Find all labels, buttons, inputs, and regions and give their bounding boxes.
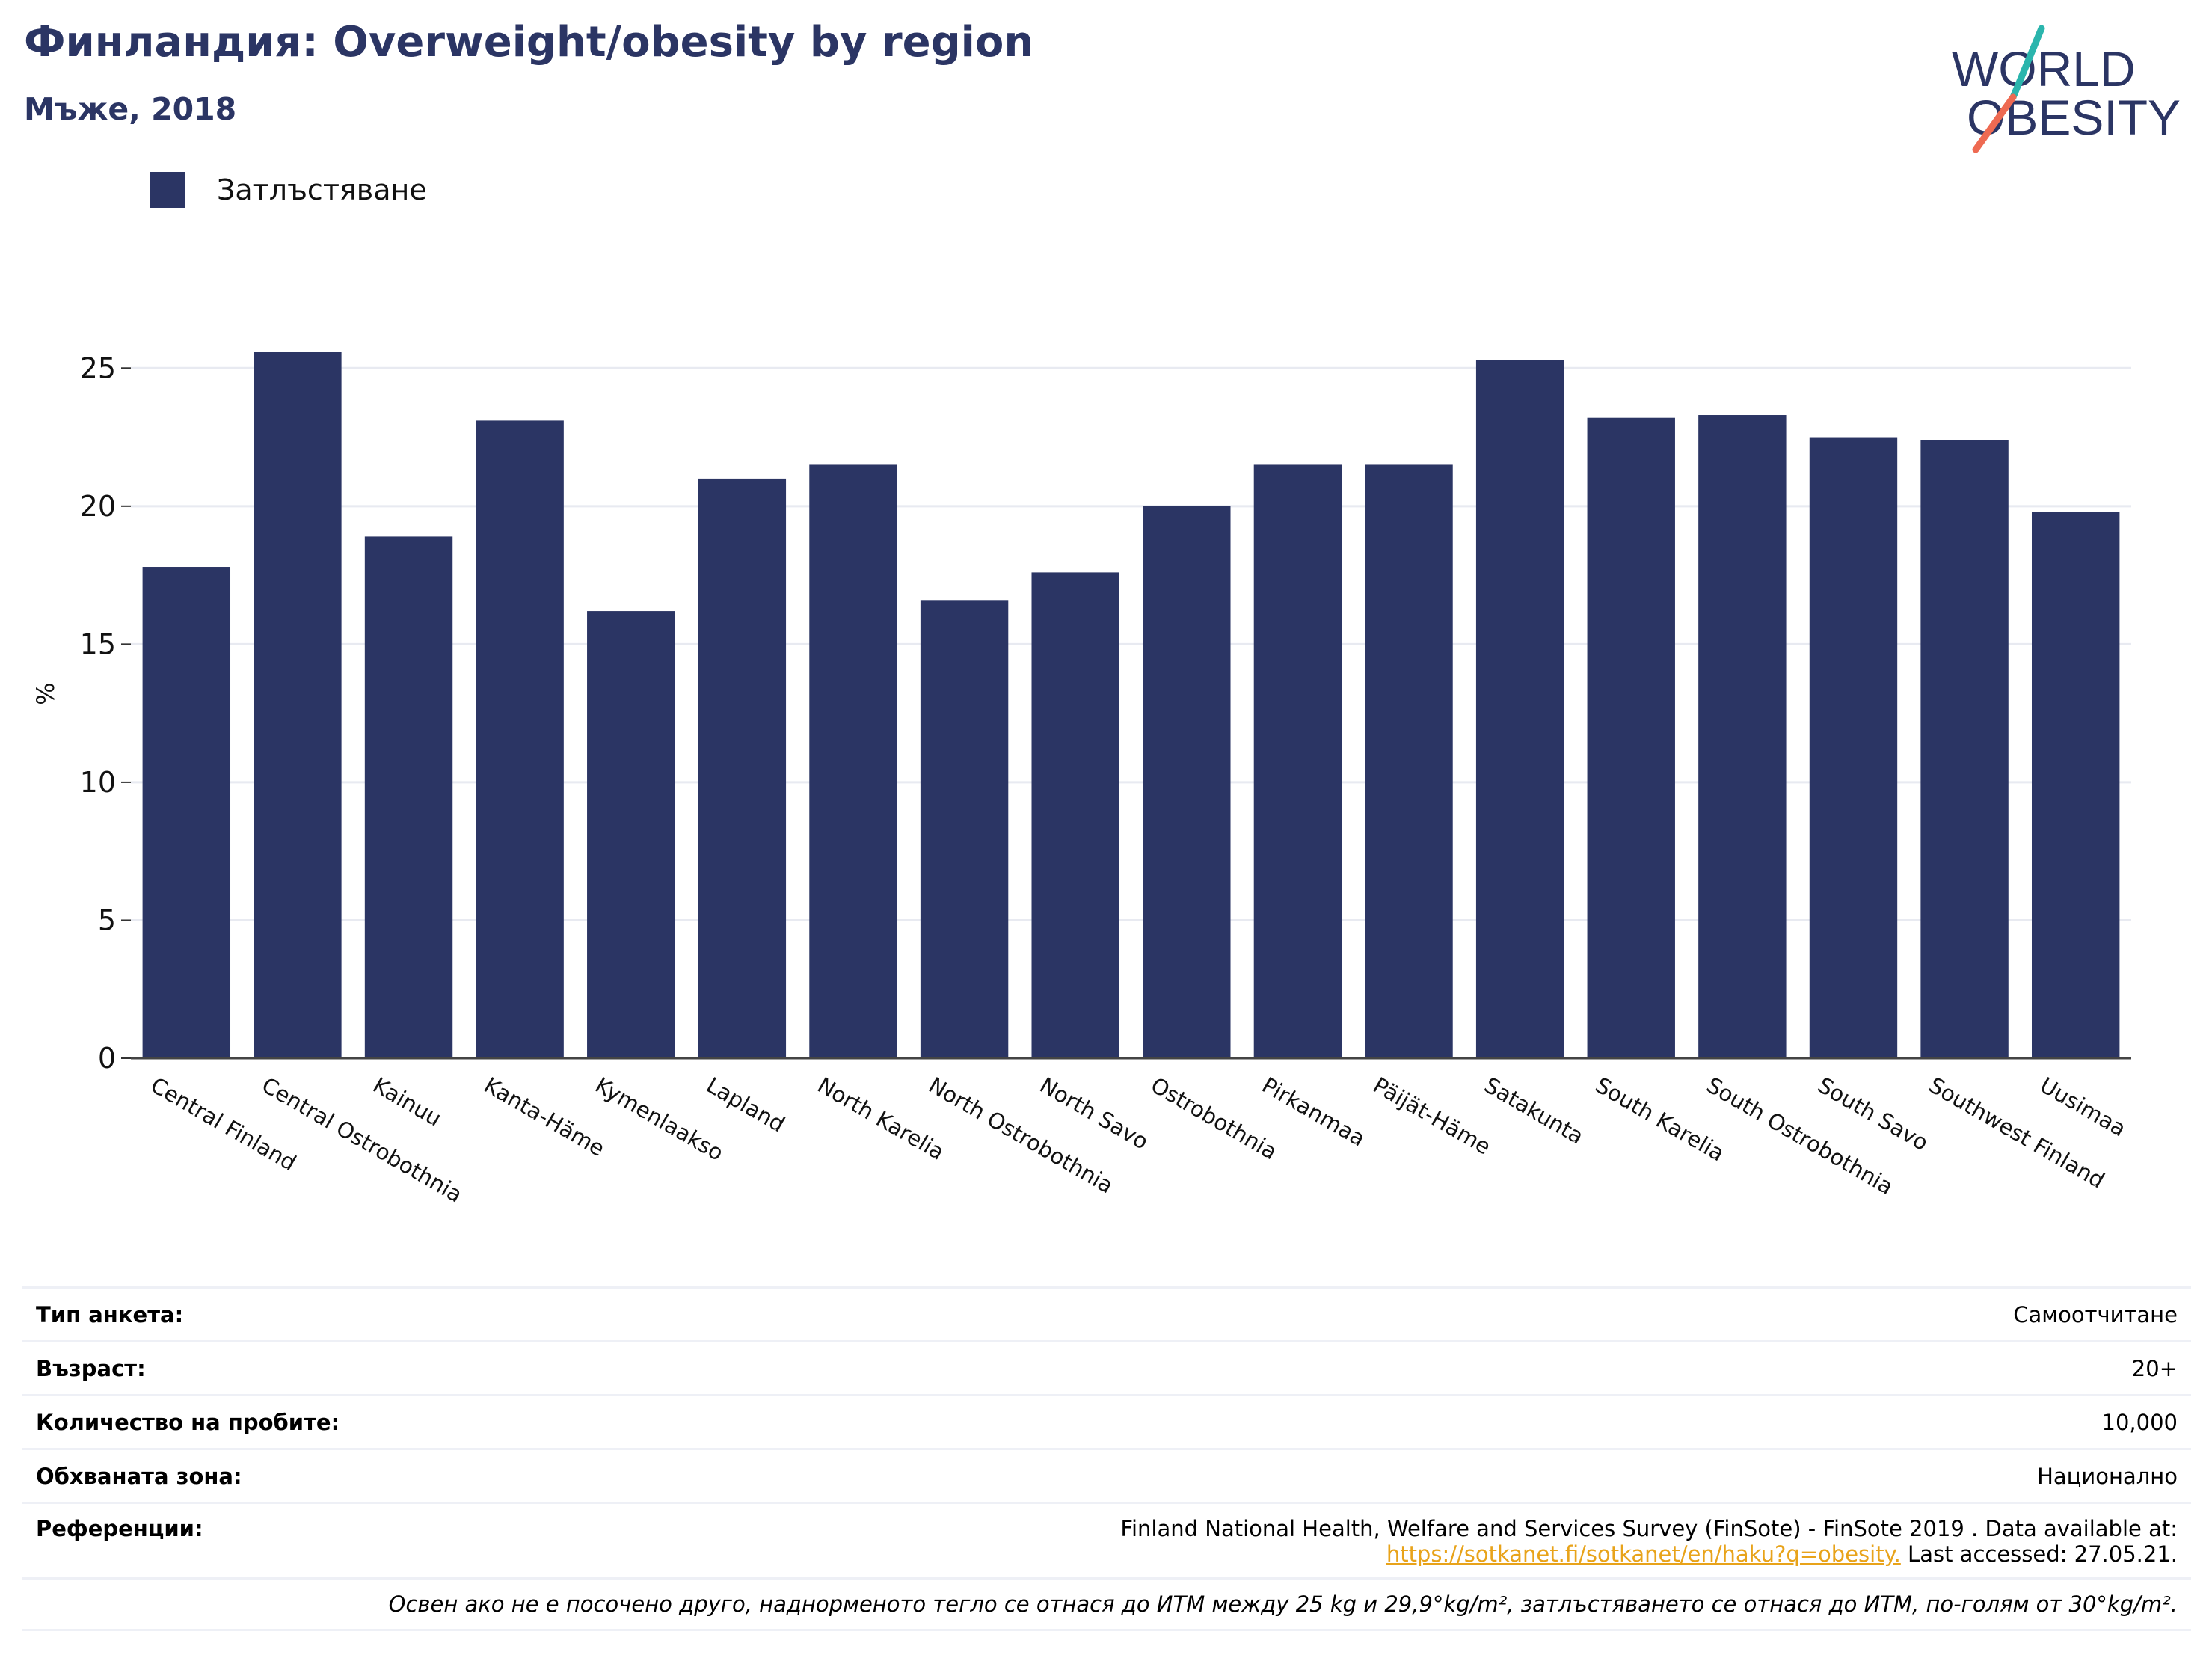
x-tick-label: Kainuu	[369, 1072, 446, 1132]
bar-north-ostrobothnia[interactable]	[920, 600, 1009, 1058]
x-tick-label: Uusimaa	[2036, 1072, 2130, 1142]
bar-kainuu[interactable]	[364, 536, 453, 1058]
references-value: Finland National Health, Welfare and Ser…	[1120, 1516, 2178, 1567]
reference-link[interactable]: https://sotkanet.fi/sotkanet/en/haku?q=o…	[1386, 1541, 1901, 1567]
logo-slash-coral	[1972, 93, 2017, 153]
x-tick-label: South Ostrobothnia	[1702, 1072, 1897, 1200]
bar-south-ostrobothnia[interactable]	[1698, 415, 1787, 1058]
y-tick-label: 0	[98, 1042, 116, 1075]
age-row: Възраст: 20+	[22, 1340, 2191, 1394]
x-tick-label: Ostrobothnia	[1146, 1072, 1281, 1165]
y-tick-label: 10	[80, 766, 116, 799]
bar-central-finland[interactable]	[142, 567, 231, 1058]
bar-north-savo[interactable]	[1031, 572, 1119, 1058]
y-tick-label: 15	[80, 627, 116, 660]
bar-p-ij-t-h-me[interactable]	[1365, 464, 1453, 1058]
age-value: 20+	[2131, 1355, 2178, 1381]
legend: Затлъстяване	[150, 172, 427, 208]
sample-size-row: Количество на пробите: 10,000	[22, 1394, 2191, 1448]
chart-title: Финландия: Overweight/obesity by region	[24, 18, 1034, 67]
coverage-value: Национално	[2037, 1463, 2178, 1489]
x-tick-label: North Ostrobothnia	[924, 1072, 1117, 1199]
age-label: Възраст:	[36, 1355, 146, 1381]
logo-slash-teal	[2009, 25, 2045, 101]
footnote-row: Освен ако не е посочено друго, наднормен…	[22, 1577, 2191, 1631]
sample-size-value: 10,000	[2101, 1409, 2178, 1435]
references-row: Референции: Finland National Health, Wel…	[22, 1502, 2191, 1577]
bar-uusimaa[interactable]	[2031, 512, 2120, 1058]
bar-south-savo[interactable]	[1809, 437, 1898, 1058]
bar-north-karelia[interactable]	[809, 464, 897, 1058]
survey-info-table: Тип анкета: Самоотчитане Възраст: 20+ Ко…	[22, 1286, 2191, 1631]
legend-swatch	[150, 172, 185, 208]
bar-ostrobothnia[interactable]	[1143, 506, 1231, 1058]
x-tick-label: Lapland	[702, 1072, 790, 1138]
x-tick-label: Central Ostrobothnia	[257, 1072, 467, 1208]
coverage-row: Обхваната зона: Национално	[22, 1448, 2191, 1502]
x-tick-label: Satakunta	[1480, 1072, 1588, 1149]
bar-southwest-finland[interactable]	[1920, 440, 2009, 1058]
survey-type-label: Тип анкета:	[36, 1301, 184, 1327]
x-tick-label: Kanta-Häme	[480, 1072, 609, 1161]
bar-satakunta[interactable]	[1475, 360, 1564, 1058]
bar-central-ostrobothnia[interactable]	[254, 352, 342, 1058]
y-tick-label: 25	[80, 352, 116, 384]
footnote: Освен ако не е посочено друго, наднормен…	[388, 1591, 2178, 1617]
reference-source: Finland National Health, Welfare and Ser…	[1120, 1516, 2178, 1541]
legend-label: Затлъстяване	[217, 174, 427, 206]
bar-south-karelia[interactable]	[1587, 417, 1675, 1058]
bar-lapland[interactable]	[698, 478, 787, 1058]
coverage-label: Обхваната зона:	[36, 1463, 242, 1489]
survey-type-value: Самоотчитане	[2013, 1301, 2178, 1327]
world-obesity-logo: WORLD OBESITY	[1952, 25, 2181, 153]
bar-pirkanmaa[interactable]	[1253, 464, 1342, 1058]
reference-link-line: https://sotkanet.fi/sotkanet/en/haku?q=o…	[1120, 1541, 2178, 1567]
logo-word-world: WORLD	[1952, 41, 2136, 96]
chart-subtitle: Мъже, 2018	[24, 91, 237, 127]
bar-kymenlaakso[interactable]	[587, 611, 675, 1058]
y-axis-label: %	[31, 682, 60, 704]
y-tick-label: 5	[98, 903, 116, 936]
x-tick-label: Päijät-Häme	[1369, 1072, 1496, 1160]
sample-size-label: Количество на пробите:	[36, 1409, 340, 1435]
references-label: Референции:	[36, 1516, 203, 1541]
reference-accessed: Last accessed: 27.05.21.	[1900, 1541, 2178, 1567]
survey-type-row: Тип анкета: Самоотчитане	[22, 1286, 2191, 1340]
bar-kanta-h-me[interactable]	[476, 420, 564, 1058]
y-tick-label: 20	[80, 490, 116, 523]
